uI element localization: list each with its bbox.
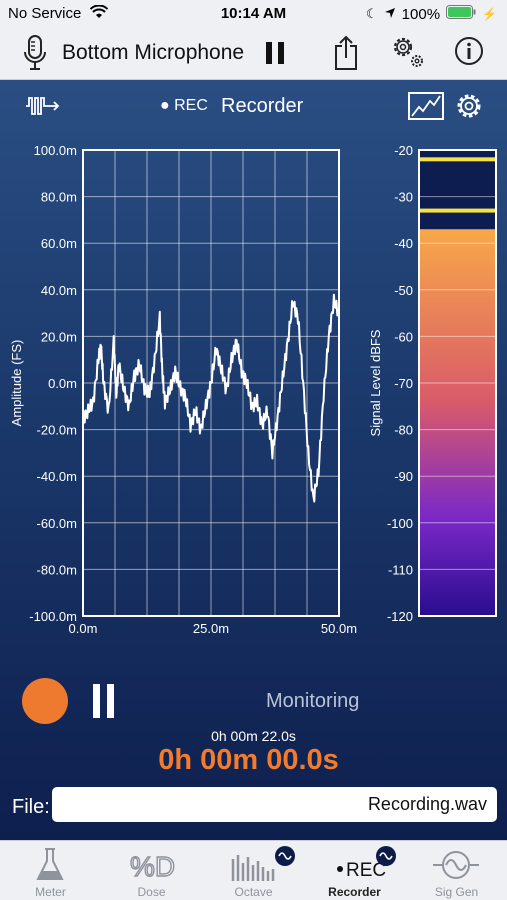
battery-icon	[446, 5, 476, 23]
x-tick-label: 50.0m	[321, 621, 357, 634]
tab-octave[interactable]: Octave	[203, 841, 304, 900]
waveform-line	[82, 293, 340, 503]
top-toolbar: Bottom Microphone	[0, 26, 507, 80]
moon-icon: ☾	[366, 6, 378, 21]
y-tick-label: 80.0m	[41, 190, 77, 205]
rec-icon: REC	[337, 846, 396, 881]
meter-tick-label: -120	[387, 609, 413, 624]
battery-percent: 100%	[401, 5, 441, 23]
meter-tick-label: -90	[394, 469, 413, 484]
record-controls: Monitoring	[0, 670, 507, 730]
meter-tick-label: -100	[387, 516, 413, 531]
meter-axis-label: Signal Level dBFS	[368, 329, 383, 436]
rec-indicator: ● REC	[160, 97, 208, 114]
meter-tick-label: -20	[394, 143, 413, 158]
x-tick-label: 0.0m	[69, 621, 98, 634]
charging-icon: ⚡	[482, 7, 497, 21]
recorder-panel: ● REC Recorder 100.0m 80.0m 60.0m 40.0m 20.0…	[0, 80, 507, 840]
signal-level-meter: -20 -30 -40 -50 -60 -70 -80 -90 -100 -110 -120 Sign…	[368, 143, 497, 624]
record-button[interactable]	[22, 678, 68, 724]
recorder-header: ● REC Recorder	[0, 80, 507, 134]
status-bar: No Service 10:14 AM ☾ 100% ⚡	[0, 0, 507, 26]
y-tick-label: 100.0m	[34, 143, 77, 158]
y-axis-label: Amplitude (FS)	[9, 340, 24, 427]
meter-tick-label: -40	[394, 236, 413, 251]
meter-tick-label: -80	[394, 423, 413, 438]
recorder-charts: 100.0m 80.0m 60.0m 40.0m 20.0m 0.0m -20.0m -40.…	[9, 143, 497, 634]
graph-view-icon[interactable]	[408, 92, 444, 125]
tab-meter[interactable]: Meter	[0, 841, 101, 900]
share-icon[interactable]	[333, 34, 359, 77]
y-tick-label: -100.0m	[29, 609, 77, 624]
meter-tick-label: -110	[388, 562, 413, 577]
meter-tick-label: -50	[394, 283, 413, 298]
level-bar	[420, 229, 495, 615]
waveform-chart[interactable]: 100.0m 80.0m 60.0m 40.0m 20.0m 0.0m -20.0m -40.…	[9, 143, 357, 634]
meter-tick-label: -70	[394, 376, 413, 391]
y-tick-label: -20.0m	[37, 423, 77, 438]
octave-bars-icon	[231, 846, 295, 881]
monitoring-status: Monitoring	[266, 690, 360, 712]
y-tick-label: 40.0m	[41, 283, 77, 298]
recorder-title: Recorder	[221, 95, 304, 117]
clock: 10:14 AM	[220, 5, 287, 22]
input-source-title[interactable]: Bottom Microphone	[62, 41, 245, 64]
peak-marker	[420, 208, 495, 213]
y-tick-label: -60.0m	[37, 516, 77, 531]
recording-elapsed-time: 0h 00m 00.0s	[158, 744, 339, 776]
file-label: File:	[12, 796, 50, 818]
sine-wave-icon	[433, 851, 479, 879]
y-tick-label: 0.0m	[48, 376, 77, 391]
svg-text:%D: %D	[130, 851, 175, 882]
peak-marker	[420, 157, 495, 162]
percent-d-icon: %D	[129, 850, 176, 882]
y-tick-label: 20.0m	[41, 329, 77, 344]
file-name-field[interactable]: Recording.wav	[52, 787, 497, 822]
y-tick-label: 60.0m	[41, 236, 77, 251]
pause-button[interactable]	[93, 684, 115, 723]
tab-sig-gen[interactable]: Sig Gen	[406, 841, 507, 900]
buffer-duration: 0h 00m 22.0s	[211, 728, 296, 744]
y-tick-label: -40.0m	[37, 469, 77, 484]
recorder-settings-icon[interactable]	[455, 92, 483, 125]
wifi-icon	[89, 4, 109, 23]
y-tick-label: -80.0m	[37, 562, 77, 577]
carrier-label: No Service	[8, 5, 82, 22]
tab-bar: Meter %D Dose Octave REC Recorder	[0, 840, 507, 900]
rec-tab-text: REC	[346, 860, 386, 881]
pause-icon[interactable]	[264, 40, 286, 71]
x-tick-label: 25.0m	[193, 621, 229, 634]
meter-tick-label: -30	[394, 190, 413, 205]
location-icon	[384, 6, 396, 23]
meter-tick-label: -60	[394, 329, 413, 344]
tab-recorder[interactable]: REC Recorder	[304, 841, 405, 900]
tab-dose[interactable]: %D Dose	[101, 841, 202, 900]
rec-label: REC	[174, 97, 208, 114]
settings-gears-icon[interactable]	[388, 32, 428, 77]
info-icon[interactable]	[454, 36, 484, 71]
waveform-mode-icon[interactable]	[25, 94, 61, 123]
flask-icon	[36, 848, 64, 880]
microphone-icon[interactable]	[22, 34, 48, 77]
